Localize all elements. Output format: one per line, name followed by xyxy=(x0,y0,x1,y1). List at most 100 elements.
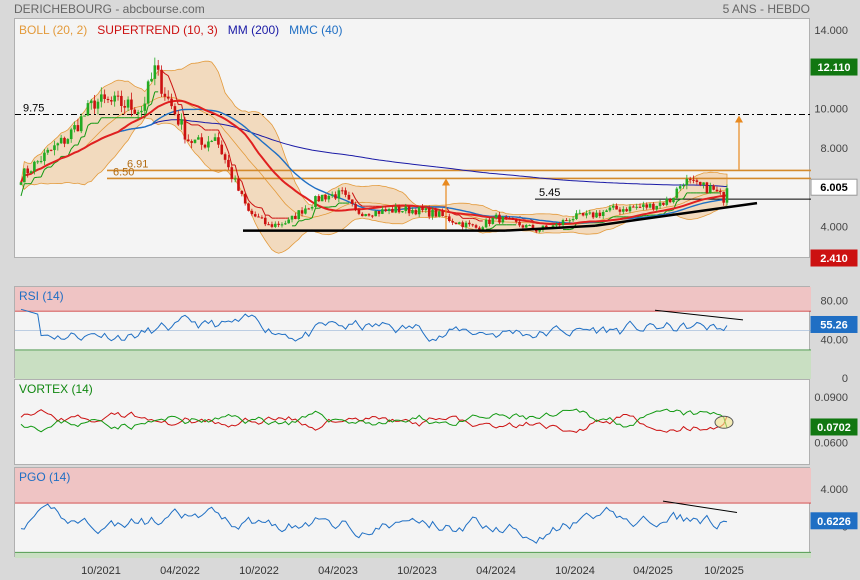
candle-body xyxy=(36,161,40,163)
candle-body xyxy=(360,213,364,217)
candle-body xyxy=(648,203,652,208)
candle-body xyxy=(461,222,464,228)
candle-body xyxy=(294,215,297,220)
candle-body xyxy=(538,229,541,232)
supertrend-segment xyxy=(217,129,223,138)
candle-body xyxy=(501,216,505,223)
candle-body xyxy=(227,159,230,168)
x-tick-10/2025: 10/2025 xyxy=(704,565,744,577)
candle-body xyxy=(96,101,100,109)
rsi-overbought-zone xyxy=(15,287,811,312)
vortex-panel[interactable]: VORTEX (14) xyxy=(14,379,810,465)
supertrend-segment xyxy=(335,202,340,207)
candle-body xyxy=(156,65,160,70)
candle-body xyxy=(197,137,200,140)
candle-body xyxy=(364,214,367,217)
price-y-tick: 6.000 xyxy=(820,182,848,194)
candle-body xyxy=(628,206,632,212)
supertrend-segment xyxy=(241,181,246,193)
rsi-line xyxy=(20,308,728,342)
candle-body xyxy=(146,81,150,104)
supertrend-segment xyxy=(663,210,668,215)
vortex-minus-line xyxy=(20,409,728,433)
pgo-panel[interactable]: PGO (14) xyxy=(14,467,811,558)
candle-body xyxy=(130,99,133,110)
candle-body xyxy=(39,161,43,163)
supertrend-segment xyxy=(358,203,363,207)
candle-body xyxy=(110,100,113,102)
candle-body xyxy=(160,69,163,94)
candle-body xyxy=(407,206,411,214)
candle-body xyxy=(337,190,341,199)
supertrend-segment xyxy=(294,220,300,227)
candle-body xyxy=(514,219,518,222)
price-badge-2-bg xyxy=(810,249,858,267)
candle-body xyxy=(190,141,193,143)
supertrend-segment xyxy=(174,92,179,105)
candle-body xyxy=(531,224,535,230)
candle-body xyxy=(427,208,431,217)
candle-body xyxy=(76,125,80,132)
candle-body xyxy=(712,185,715,190)
chart-header-period: 5 ANS - HEBDO xyxy=(722,2,810,16)
supertrend-segment xyxy=(311,208,316,219)
supertrend-segment xyxy=(251,203,256,207)
candle-body xyxy=(521,225,525,228)
candle-body xyxy=(287,219,290,224)
rsi-chart[interactable]: RSI (14) xyxy=(15,287,811,379)
candle-body xyxy=(260,217,264,219)
price-panel[interactable]: 9.75 6.91 6.50 5.45 BOLL (20, 2) SUPERTREND… xyxy=(14,18,811,259)
candle-body xyxy=(484,219,488,228)
supertrend-segment xyxy=(646,214,651,217)
candle-body xyxy=(26,168,29,174)
price-chart[interactable]: 9.75 6.916.50 5.45 xyxy=(15,19,811,259)
supertrend-segment xyxy=(164,73,169,77)
supertrend-segment xyxy=(188,122,192,126)
candle-body xyxy=(166,96,170,99)
candle-body xyxy=(471,224,475,226)
candle-body xyxy=(180,119,183,125)
price-y-tick: 12.000 xyxy=(814,64,848,76)
supertrend-segment xyxy=(308,217,313,220)
candle-body xyxy=(715,189,719,191)
candle-body xyxy=(722,191,725,203)
candle-body xyxy=(571,219,575,221)
candle-body xyxy=(33,161,36,172)
pgo-divergence-line xyxy=(662,500,738,514)
candle-body xyxy=(404,206,408,212)
price-badge-0-bg xyxy=(810,58,858,76)
candle-body xyxy=(106,98,110,101)
pgo-chart[interactable]: PGO (14) xyxy=(15,468,811,558)
candle-body xyxy=(545,225,548,228)
candle-body xyxy=(267,224,270,226)
rsi-y-tick: 40.00 xyxy=(820,334,848,346)
price-badge-1-bg xyxy=(810,178,858,196)
candle-body xyxy=(73,125,76,130)
rsi-badge-bg xyxy=(810,315,858,333)
supertrend-segment xyxy=(489,227,493,230)
rising-trendline-b xyxy=(594,201,758,227)
candle-body xyxy=(658,202,662,206)
supertrend-segment xyxy=(77,137,82,146)
candle-body xyxy=(297,210,301,220)
vortex-chart[interactable]: VORTEX (14) xyxy=(15,380,811,466)
rsi-y-tick: 0 xyxy=(842,373,848,385)
rsi-panel[interactable]: RSI (14) xyxy=(14,286,811,379)
candle-body xyxy=(273,223,277,227)
candle-body xyxy=(357,209,361,214)
vortex-badge-bg xyxy=(810,418,858,436)
candle-body xyxy=(702,182,705,185)
price-y-tick: 14.000 xyxy=(814,25,848,37)
supertrend-segment xyxy=(151,91,156,105)
candle-body xyxy=(518,221,521,226)
candle-body xyxy=(120,95,123,106)
candle-body xyxy=(79,116,83,132)
level-label-5.45: 5.45 xyxy=(539,187,560,199)
candle-body xyxy=(588,212,592,214)
supertrend-segment xyxy=(44,166,49,170)
legend-mmc40: MMC (40) xyxy=(289,23,343,37)
candle-body xyxy=(504,216,508,219)
candle-body xyxy=(608,207,612,211)
x-tick-10/2021: 10/2021 xyxy=(81,565,121,577)
supertrend-segment xyxy=(30,177,35,184)
